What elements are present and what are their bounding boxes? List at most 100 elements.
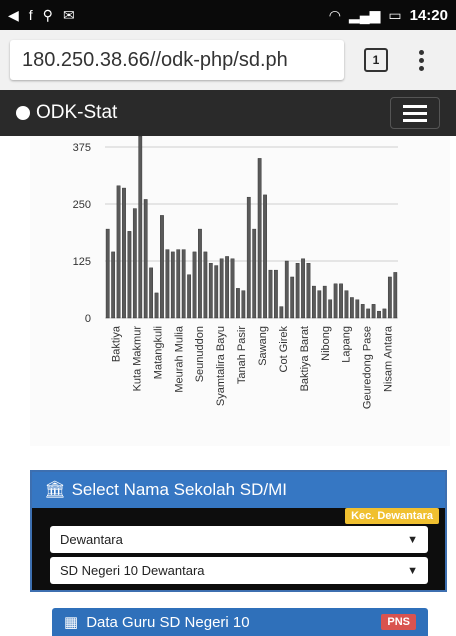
district-badge: Kec. Dewantara [345,508,439,524]
chart-bar [203,251,208,319]
school-select-value: SD Negeri 10 Dewantara [60,563,205,578]
chart-bar [268,269,273,319]
chart-bar [165,249,170,319]
chart-bar [236,288,240,319]
chart-bar [295,263,300,319]
status-time: 14:20 [409,6,448,24]
address-bar[interactable]: 180.250.38.66//odk-php/sd.ph [10,40,344,80]
chart-bar [181,249,186,319]
chart-bar [382,308,387,319]
app-navbar: ODK-Stat [0,90,456,136]
y-tick-label: 125 [73,256,91,268]
school-select[interactable]: SD Negeri 10 Dewantara ▼ [50,557,428,584]
data-guru-panel-header: ▦ Data Guru SD Negeri 10 PNS [52,608,428,636]
chart-bar [198,228,202,319]
x-tick-label: Nisam Antara [383,325,395,392]
browser-toolbar: 180.250.38.66//odk-php/sd.ph 1 [0,30,456,90]
chart-bar [111,251,116,319]
x-tick-label: Geuredong Pase [362,326,374,409]
chart-bar [317,290,322,319]
chart-bar [284,260,289,319]
x-tick-label: Seunuddon [194,326,206,382]
chart-bar [301,258,305,319]
chart-bar [328,299,333,319]
chart-bar [274,269,278,319]
usb-icon: ⚲ [42,6,53,23]
tab-switcher-button[interactable]: 1 [364,48,388,72]
pns-badge: PNS [381,614,416,630]
chart-bar [306,263,311,319]
chart-bar [350,297,354,319]
chart-bar [371,304,376,319]
x-tick-label: Lapang [341,326,353,363]
chart-bar [230,258,235,319]
menu-toggle-button[interactable] [390,97,440,129]
chart-bar [225,256,229,319]
x-tick-label: Kuta Makmur [131,326,143,392]
brand-link[interactable]: ODK-Stat [16,102,117,124]
chart-bar [122,187,126,319]
chart-bar [312,285,316,319]
chart-bar [377,310,381,319]
chart-bar [116,185,121,319]
table-icon: ▦ [64,614,79,631]
select-panel-header: 🏛 Select Nama Sekolah SD/MI [32,472,445,508]
brand-logo-icon [16,106,30,120]
signal-icon: ▂▄▆ [348,6,381,23]
chart-bar [344,290,349,319]
kecamatan-select[interactable]: Dewantara ▼ [50,526,428,553]
chart-bar [214,265,219,319]
y-tick-label: 0 [85,313,91,325]
chart-bar [393,272,398,319]
chart-bar [149,267,154,319]
chart-bar [246,196,251,319]
data-guru-title: Data Guru SD Negeri 10 [86,613,250,631]
institution-icon: 🏛 [44,480,66,499]
chart-bar [366,308,371,319]
select-school-panel: 🏛 Select Nama Sekolah SD/MI Kec. Dewanta… [30,470,447,592]
chart-bar [257,158,262,319]
chart-bar [208,263,213,319]
x-tick-label: Cot Girek [278,326,290,373]
chart-bar [187,274,191,319]
select-panel-title: Select Nama Sekolah SD/MI [71,480,288,499]
y-tick-label: 375 [73,142,91,154]
chart-bar [105,228,110,319]
chart-bar [154,292,159,319]
mail-icon: ✉ [62,6,75,23]
y-tick-label: 250 [73,199,91,211]
x-tick-label: Baktiya Barat [299,326,311,391]
chart-bar [219,258,224,319]
x-tick-label: Syamtalira Bayu [215,326,227,406]
back-arrow-icon: ◀ [8,6,19,23]
chart-bar [127,231,132,319]
x-tick-label: Tanah Pasir [236,326,248,384]
chart-bar [290,276,295,319]
x-tick-label: Sawang [257,326,269,366]
chart-bar [355,299,360,319]
x-tick-label: Meurah Mulia [173,325,185,393]
chart-bar [132,208,137,319]
chart-bar [387,276,392,319]
chart-bar [176,249,181,319]
chart-bar [279,306,284,319]
chart-bar [333,283,338,319]
wifi-icon: ◠ [328,6,341,23]
chart-bar [138,136,143,319]
status-bar: ◀ f ⚲ ✉ ◠ ▂▄▆ ▭ 14:20 [0,0,456,30]
chart-svg: 0 125 250 375 Baktiya Kuta Makmur Matangkuli M… [73,136,398,409]
battery-icon: ▭ [388,6,402,23]
chart-bar [143,199,148,319]
x-tick-label: Matangkuli [152,326,164,379]
bar-chart: 0 125 250 375 Baktiya Kuta Makmur Matangkuli M… [30,136,450,446]
chart-bar [360,304,365,319]
kecamatan-select-value: Dewantara [60,532,123,547]
chart-bar [170,251,175,319]
x-tick-label: Nibong [320,326,332,361]
chart-bar [241,290,246,319]
chart-bar [192,251,197,319]
facebook-icon: f [28,7,33,23]
browser-menu-icon[interactable] [416,49,426,71]
chart-bar [160,215,164,319]
chart-bar [252,228,257,319]
